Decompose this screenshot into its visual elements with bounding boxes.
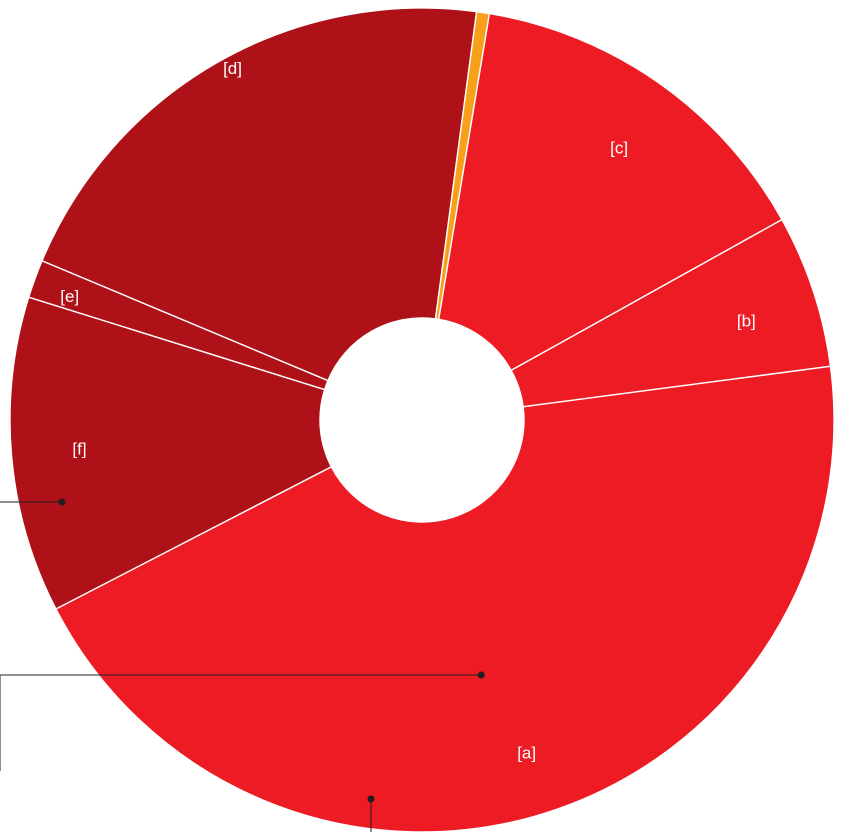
slice-label-b: [b] (737, 312, 756, 331)
slice-label-f: [f] (72, 439, 86, 458)
slice-f (9, 296, 333, 610)
slice-label-c: [c] (610, 138, 628, 157)
slice-label-e: [e] (60, 287, 79, 306)
slice-label-a: [a] (517, 743, 536, 762)
slices-group (9, 7, 835, 832)
slice-d (41, 7, 478, 382)
callout-dot-orange (477, 671, 485, 679)
callouts-group (0, 498, 485, 832)
slice-c (437, 12, 783, 372)
slice-b (510, 218, 832, 408)
labels-group: [a] [f] [e] [d] [c] [b] (60, 59, 755, 763)
callout-line-orange (0, 674, 482, 771)
slice-label-d: [d] (223, 59, 242, 78)
slice-a (54, 365, 835, 832)
callout-dot-d (367, 795, 375, 803)
callout-dot-c (58, 498, 66, 506)
